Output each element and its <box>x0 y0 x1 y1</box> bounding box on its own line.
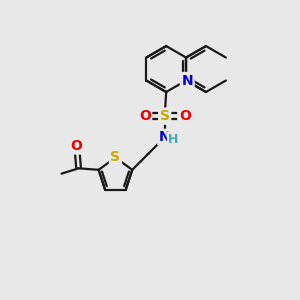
Text: O: O <box>70 139 82 153</box>
Text: H: H <box>168 133 179 146</box>
Text: O: O <box>179 109 191 123</box>
Text: S: S <box>110 150 120 164</box>
Text: N: N <box>159 130 170 144</box>
Text: O: O <box>139 109 151 123</box>
Text: N: N <box>182 74 193 88</box>
Text: S: S <box>160 109 170 123</box>
